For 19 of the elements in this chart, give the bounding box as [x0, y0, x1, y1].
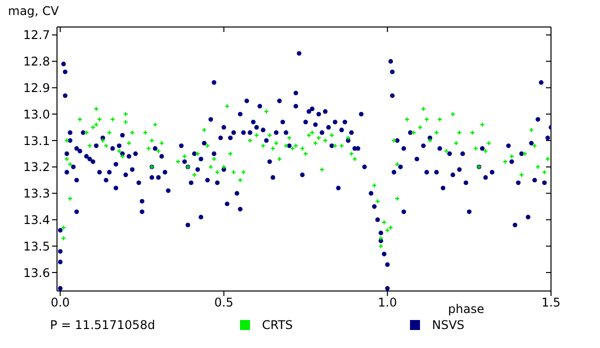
x-tick-label: 1.0: [378, 296, 397, 310]
text: P = 11.5171058d: [50, 318, 156, 332]
y-tick-label: 13.1: [23, 134, 50, 148]
y-tick-label: 13.4: [23, 212, 50, 227]
y-axis-title: mag, CV: [8, 4, 59, 18]
legend-label: CRTS: [262, 318, 293, 332]
x-tick-label: 0.0: [50, 296, 70, 310]
y-tick-label: 13.0: [23, 107, 50, 122]
y-tick-label: 13.2: [23, 160, 50, 174]
y-tick-label: 13.6: [23, 266, 50, 280]
y-tick-label: 12.7: [23, 28, 50, 42]
y-tick-label: 13.5: [23, 239, 50, 254]
y-tick-label: 12.8: [23, 54, 50, 69]
x-tick-label: 0.5: [214, 296, 234, 310]
x-tick-label: 1.5: [541, 296, 561, 310]
y-tick-label: 13.3: [23, 186, 50, 201]
y-tick-label: 12.9: [23, 80, 50, 95]
x-axis-title: phase: [448, 302, 484, 316]
legend-label: NSVS: [432, 318, 464, 332]
